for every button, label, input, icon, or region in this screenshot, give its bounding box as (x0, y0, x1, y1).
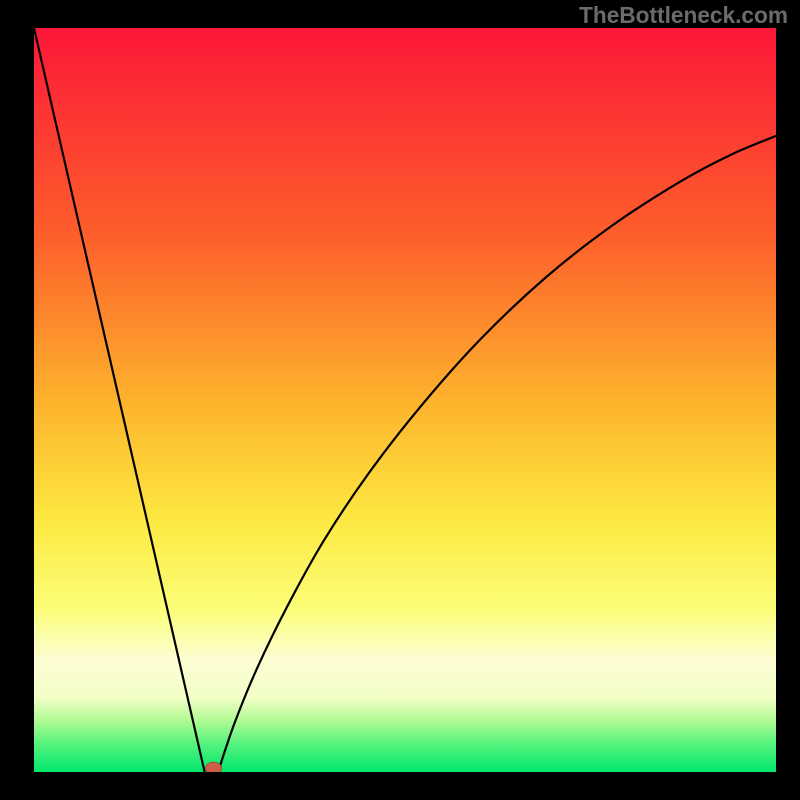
chart-container: TheBottleneck.com (0, 0, 800, 800)
watermark-text: TheBottleneck.com (579, 2, 788, 29)
plot-area (34, 28, 776, 772)
minimum-marker (34, 28, 776, 772)
